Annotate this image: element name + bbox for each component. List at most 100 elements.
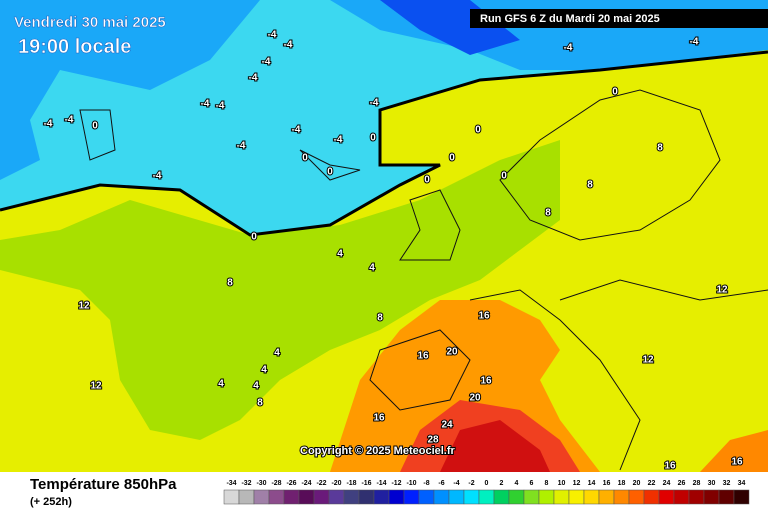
scale-swatch (553, 489, 570, 505)
scale-swatch (703, 489, 720, 505)
green-zone (0, 140, 560, 440)
scale-label: -16 (361, 480, 371, 487)
contour-label: 0 (449, 153, 455, 164)
contour-label: -4 (334, 135, 343, 146)
scale-swatch (733, 489, 750, 505)
scale-swatch (523, 489, 540, 505)
contour-label: 0 (251, 232, 257, 243)
footer-lead: (+ 252h) (30, 496, 72, 508)
contour-label: 20 (469, 393, 481, 404)
contour-label: -4 (153, 171, 162, 182)
contour-label: 0 (612, 87, 618, 98)
scale-label: 30 (708, 480, 716, 487)
scale-swatch (478, 489, 495, 505)
scale-label: 24 (663, 480, 671, 487)
scale-label: -14 (376, 480, 386, 487)
orange-east (700, 430, 768, 472)
contour-label: 0 (370, 133, 376, 144)
scale-label: 34 (738, 480, 746, 487)
scale-label: 20 (633, 480, 641, 487)
contour-label: 16 (417, 351, 429, 362)
contour-label: 4 (337, 249, 343, 260)
scale-swatch (373, 489, 390, 505)
blue-zone (0, 0, 768, 180)
contour-label: 16 (478, 311, 490, 322)
scale-swatch (223, 489, 240, 505)
scale-label: -24 (301, 480, 311, 487)
scale-swatch (328, 489, 345, 505)
scale-swatch (613, 489, 630, 505)
scale-label: 14 (588, 480, 596, 487)
contour-label: 8 (227, 278, 233, 289)
scale-label: -4 (453, 480, 459, 487)
scale-swatch (343, 489, 360, 505)
scale-swatch (283, 489, 300, 505)
scale-swatch (418, 489, 435, 505)
scale-swatch (298, 489, 315, 505)
scale-label: 10 (558, 480, 566, 487)
zero-isotherm (0, 50, 768, 237)
scale-label: -32 (241, 480, 251, 487)
scale-label: -6 (438, 480, 444, 487)
contour-label: 0 (424, 175, 430, 186)
color-scale: -34 -32 -30 -28 -26 -24 -22 -20 -18 -16 -14 -12 -10-… (223, 480, 750, 505)
contour-label: -4 (237, 141, 246, 152)
scale-label: -28 (271, 480, 281, 487)
scale-label: 22 (648, 480, 656, 487)
contour-label: -4 (690, 37, 699, 48)
scale-label: 6 (530, 480, 534, 487)
contour-label: 8 (377, 313, 383, 324)
scale-label: 28 (693, 480, 701, 487)
scale-swatch (448, 489, 465, 505)
contour-label: 4 (274, 348, 280, 359)
scale-label: -22 (316, 480, 326, 487)
scale-swatch (598, 489, 615, 505)
copyright: Copyright © 2025 Meteociel.fr (300, 445, 456, 457)
scale-label: 8 (545, 480, 549, 487)
scale-label: 32 (723, 480, 731, 487)
scale-label: 26 (678, 480, 686, 487)
scale-swatch (433, 489, 450, 505)
scale-swatch (268, 489, 285, 505)
scale-swatch (628, 489, 645, 505)
scale-swatch (583, 489, 600, 505)
run-bar (470, 9, 768, 28)
scale-label: 4 (515, 480, 519, 487)
coastlines (79, 89, 768, 471)
scale-label: -30 (256, 480, 266, 487)
scale-swatch (358, 489, 375, 505)
scale-label: -10 (406, 480, 416, 487)
contour-label: 20 (446, 347, 458, 358)
scale-label: 18 (618, 480, 626, 487)
contour-label: 16 (731, 457, 743, 468)
contour-label: -4 (292, 125, 301, 136)
contour-label: -4 (44, 119, 53, 130)
contour-label: 0 (327, 167, 333, 178)
scale-label: -34 (226, 480, 236, 487)
scale-label: 0 (485, 480, 489, 487)
contour-label: 16 (373, 413, 385, 424)
contour-label: 12 (716, 285, 728, 296)
scale-label: 12 (573, 480, 581, 487)
contour-label: -4 (262, 57, 271, 68)
hot-core (440, 420, 550, 472)
footer-title: Température 850hPa (30, 476, 177, 493)
scale-label: 2 (500, 480, 504, 487)
valid-date: Vendredi 30 mai 2025 (14, 14, 166, 31)
contour-label: 28 (427, 435, 439, 446)
scale-swatch (508, 489, 525, 505)
scale-swatch (673, 489, 690, 505)
contour-label: 0 (92, 121, 98, 132)
scale-label: -8 (423, 480, 429, 487)
contour-label: 8 (545, 208, 551, 219)
scale-swatch (718, 489, 735, 505)
contour-label: 12 (642, 355, 654, 366)
contour-label: 16 (480, 376, 492, 387)
contour-labels: -4 -4 -4 -4 -4 -4 -4 -4 -4 -4 -4 -4 -4 -4 -4 0 0 0 0 0 0 0 0 0 0… (43, 29, 744, 473)
scale-swatch (463, 489, 480, 505)
scale-label: -18 (346, 480, 356, 487)
run-info: Run GFS 6 Z du Mardi 20 mai 2025 (480, 13, 660, 25)
contour-label: 12 (90, 381, 102, 392)
contour-label: -4 (65, 115, 74, 126)
contour-label: -4 (284, 40, 293, 51)
